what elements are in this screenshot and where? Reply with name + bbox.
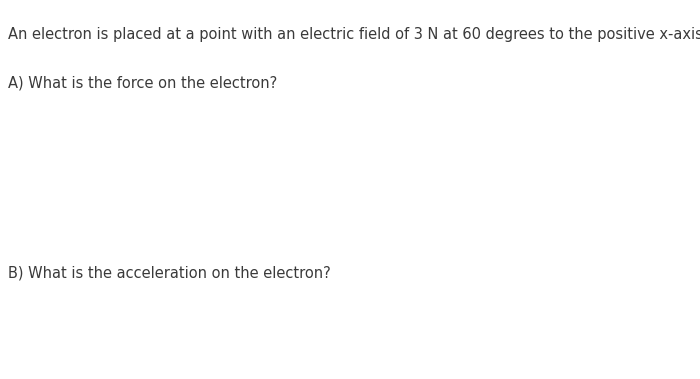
Text: A) What is the force on the electron?: A) What is the force on the electron? [8,76,278,91]
Text: B) What is the acceleration on the electron?: B) What is the acceleration on the elect… [8,265,331,280]
Text: An electron is placed at a point with an electric field of 3 N at 60 degrees to : An electron is placed at a point with an… [8,27,700,42]
